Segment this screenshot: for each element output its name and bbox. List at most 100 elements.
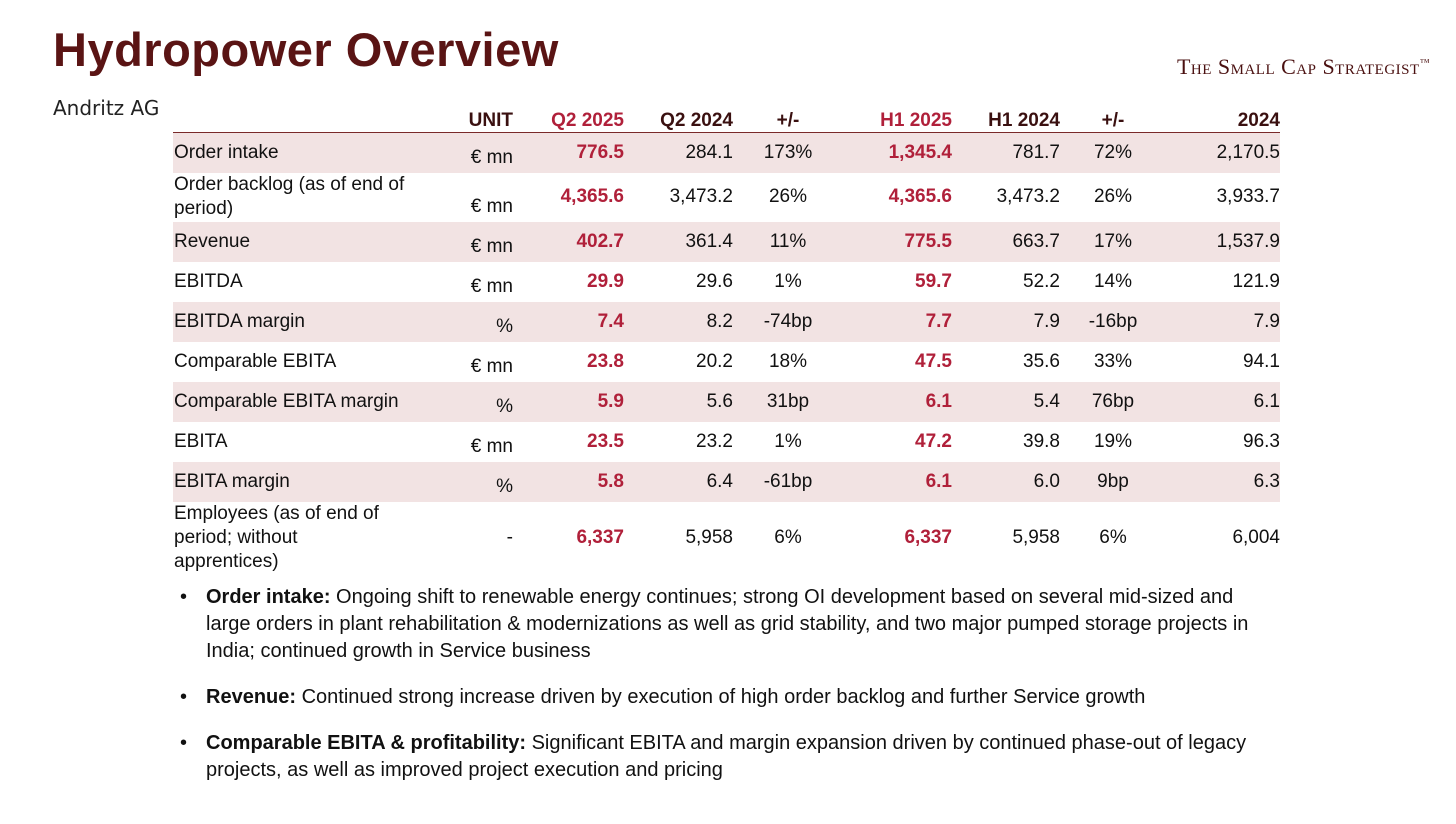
row-label: EBITA (174, 430, 228, 452)
value-cell: 361.4 (624, 221, 733, 262)
header-blank (173, 110, 460, 133)
column-header: H1 2025 (843, 110, 952, 133)
table-row: Order intake € mn 776.5 284.1 173% 1,345.4 781… (173, 132, 1280, 173)
value-cell: 39.8 (1023, 430, 1060, 452)
value-cell: 17% (1060, 221, 1166, 262)
table-body: Order intake € mn 776.5 284.1 173% 1,345.4 781… (173, 132, 1280, 574)
bullet-text: Continued strong increase driven by exec… (301, 686, 1146, 708)
bullet: Revenue: Continued strong increase drive… (178, 684, 1268, 711)
unit-cell: % (460, 301, 520, 342)
row-label: EBITA margin (173, 461, 460, 502)
value-cell: 96.3 (1243, 430, 1280, 452)
value-cell: 173% (733, 132, 843, 173)
unit-cell: € mn (470, 355, 513, 377)
bullet-head: Revenue: (206, 686, 297, 708)
unit-cell: € mn (470, 435, 513, 457)
unit-cell: - (506, 526, 513, 548)
value-cell: 33% (1093, 350, 1133, 372)
value-cell: 26% (1093, 186, 1133, 207)
value-cell: 6.1 (1166, 381, 1280, 422)
column-header: +/- (1060, 110, 1166, 133)
value-cell: 31bp (733, 381, 843, 422)
value-cell: 94.1 (1243, 350, 1280, 372)
value-cell: 20.2 (696, 350, 733, 372)
table-row: EBITA € mn 23.5 23.2 1% 47.2 39.8 19% 96.3 (173, 422, 1280, 462)
table-row: Employees (as of end of period; without … (173, 502, 1280, 574)
value-cell: 47.2 (915, 430, 952, 452)
value-cell: 3,473.2 (996, 186, 1060, 207)
title: Hydropower Overview (53, 23, 559, 76)
row-label: EBITDA margin (173, 301, 460, 342)
value-cell: 6.0 (952, 461, 1060, 502)
table-row: EBITA margin% 5.8 6.4 -61bp 6.1 6.0 9bp 6.3 (173, 461, 1280, 502)
value-cell: 11% (733, 221, 843, 262)
bullet-list: Order intake: Ongoing shift to renewable… (178, 584, 1268, 803)
value-cell: 35.6 (1023, 350, 1060, 372)
table-row: Comparable EBITA € mn 23.8 20.2 18% 47.5 35.6 3… (173, 342, 1280, 382)
value-cell: 8.2 (624, 301, 733, 342)
subtitle: Andritz AG (53, 96, 160, 120)
value-cell: 29.6 (696, 270, 733, 292)
value-cell: 4,365.6 (888, 186, 952, 207)
value-cell: 7.7 (843, 301, 952, 342)
bullet: Order intake: Ongoing shift to renewable… (178, 584, 1268, 665)
bullet-text: Significant EBITA and margin expansion d… (206, 732, 1247, 781)
value-cell: 284.1 (624, 132, 733, 173)
unit-cell: € mn (460, 132, 520, 173)
brand-name: The Small Cap Strategist (1176, 54, 1420, 79)
row-label: Order intake (173, 132, 460, 173)
value-cell: 663.7 (952, 221, 1060, 262)
table-row: Revenue € mn 402.7 361.4 11% 775.5 663.7 17% 1,5… (173, 221, 1280, 262)
table-row: Order backlog (as of end of period) € mn 4… (173, 173, 1280, 222)
value-cell: 402.7 (520, 221, 624, 262)
value-cell: 4,365.6 (560, 186, 624, 207)
value-cell: 52.2 (1023, 270, 1060, 292)
value-cell: 72% (1060, 132, 1166, 173)
value-cell: 7.9 (1166, 301, 1280, 342)
overview-table: UNIT Q2 2025 Q2 2024 +/- H1 2025 H1 2024 +/- 20… (173, 110, 1280, 574)
unit-cell: € mn (470, 275, 513, 297)
value-cell: 23.8 (587, 350, 624, 372)
value-cell: 2,170.5 (1166, 132, 1280, 173)
value-cell: 5.6 (624, 381, 733, 422)
value-cell: 776.5 (520, 132, 624, 173)
row-label: EBITDA (174, 270, 243, 292)
value-cell: 23.5 (587, 430, 624, 452)
value-cell: 5.9 (520, 381, 624, 422)
row-label: Revenue (173, 221, 460, 262)
brand-mark: ™ (1419, 57, 1430, 69)
table-row: Comparable EBITA margin% 5.9 5.6 31bp 6.1 5.4… (173, 381, 1280, 422)
header-row: UNIT Q2 2025 Q2 2024 +/- H1 2025 H1 2024 +/- 20… (173, 110, 1280, 133)
bullet: Comparable EBITA & profitability: Signif… (178, 730, 1268, 784)
value-cell: 6,337 (576, 526, 624, 548)
value-cell: 1% (774, 270, 802, 292)
value-cell: 47.5 (915, 350, 952, 372)
value-cell: 14% (1093, 270, 1133, 292)
bullet-text: Ongoing shift to renewable energy contin… (206, 586, 1249, 662)
value-cell: 6.1 (843, 461, 952, 502)
value-cell: 26% (768, 186, 808, 207)
value-cell: 59.7 (915, 270, 952, 292)
value-cell: 5.4 (952, 381, 1060, 422)
value-cell: 19% (1093, 430, 1133, 452)
value-cell: 3,933.7 (1216, 186, 1280, 207)
value-cell: 6.1 (843, 381, 952, 422)
value-cell: 9bp (1060, 461, 1166, 502)
value-cell: 6,004 (1232, 526, 1280, 548)
value-cell: 6.3 (1166, 461, 1280, 502)
value-cell: 6,337 (904, 526, 952, 548)
brand: The Small Cap Strategist™ (1177, 54, 1430, 80)
value-cell: 3,473.2 (669, 186, 733, 207)
value-cell: -74bp (733, 301, 843, 342)
row-label: Order backlog (as of end of period) (174, 174, 405, 219)
column-header: H1 2024 (952, 110, 1060, 133)
value-cell: 775.5 (843, 221, 952, 262)
value-cell: 5,958 (685, 526, 733, 548)
value-cell: 7.9 (952, 301, 1060, 342)
value-cell: 7.4 (520, 301, 624, 342)
table-row: EBITDA € mn 29.9 29.6 1% 59.7 52.2 14% 121.9 (173, 262, 1280, 302)
value-cell: 29.9 (587, 270, 624, 292)
table-row: EBITDA margin% 7.4 8.2 -74bp 7.7 7.9 -16bp 7.9 (173, 301, 1280, 342)
bullet-head: Comparable EBITA & profitability: (206, 732, 527, 754)
